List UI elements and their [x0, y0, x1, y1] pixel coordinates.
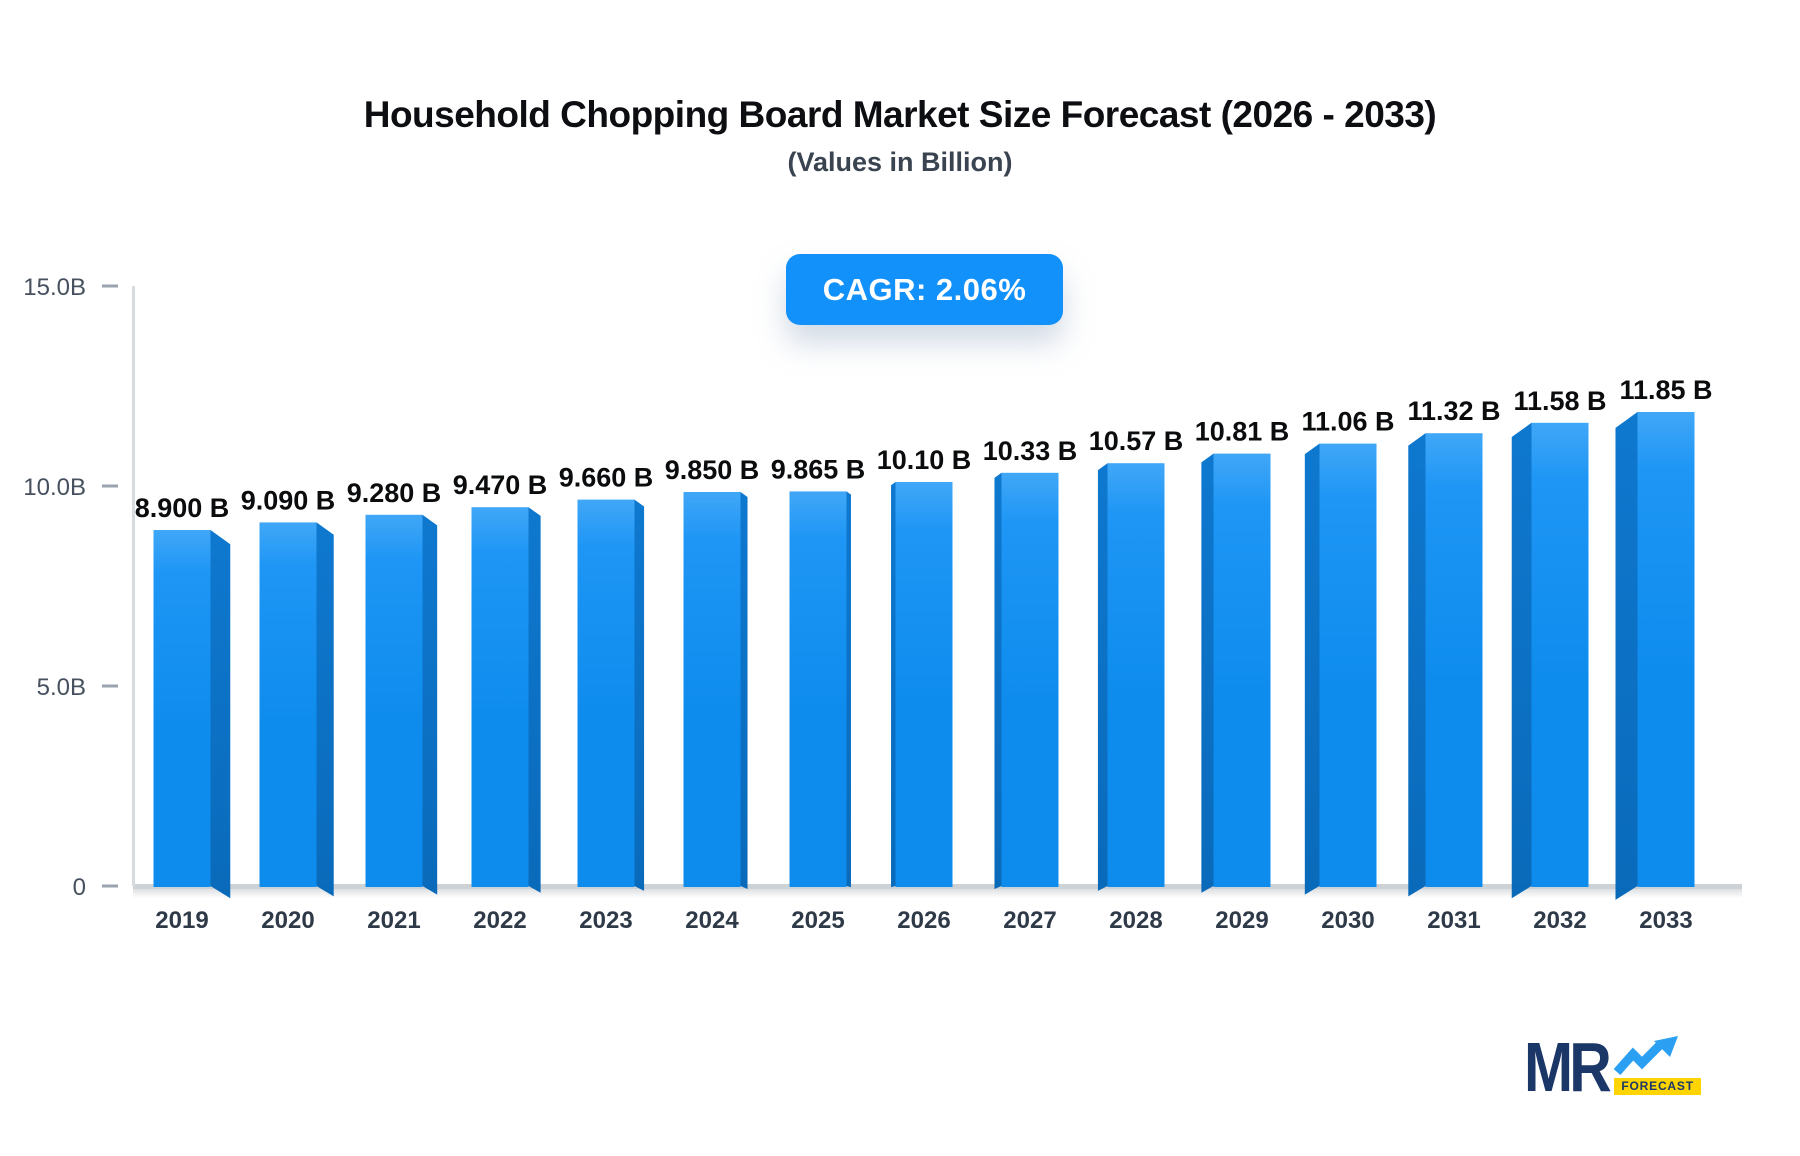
- bar: [891, 482, 953, 888]
- bar: [1097, 463, 1165, 891]
- bar-value-label: 11.06 B: [1301, 407, 1394, 437]
- bar-front-face: [1425, 433, 1483, 887]
- bar-value-label: 9.660 B: [559, 463, 654, 493]
- bar-side-face: [316, 522, 334, 897]
- bar-side-face: [1097, 463, 1108, 891]
- x-axis-label: 2019: [155, 907, 208, 934]
- x-axis-label: 2026: [897, 907, 950, 934]
- bar: [153, 530, 231, 899]
- x-axis-label: 2029: [1215, 907, 1268, 934]
- bar-value-label: 11.32 B: [1407, 396, 1500, 426]
- x-axis-label: 2023: [579, 907, 632, 934]
- cagr-badge: CAGR: 2.06%: [786, 254, 1063, 325]
- bar: [683, 492, 748, 890]
- bar-front-face: [153, 530, 211, 887]
- bar-value-label: 9.850 B: [665, 455, 760, 485]
- bar-value-label: 10.33 B: [983, 436, 1078, 466]
- bar: [1408, 433, 1483, 897]
- bar-side-face: [1511, 422, 1532, 899]
- bar-front-face: [577, 499, 635, 887]
- y-axis-tick-label: 10.0B: [23, 474, 86, 501]
- bar-side-face: [1615, 412, 1638, 900]
- bar: [365, 514, 438, 895]
- baseline-shadow: [133, 889, 1742, 898]
- y-axis-tick-label: 0: [73, 874, 86, 901]
- bar-side-face: [740, 492, 748, 890]
- y-axis-tick-label: 15.0B: [23, 274, 86, 301]
- bar-side-face: [891, 482, 896, 888]
- bar-front-face: [895, 482, 953, 887]
- y-axis-tick-label: 5.0B: [37, 674, 86, 701]
- y-axis-tick: [102, 484, 118, 488]
- chart-title: Household Chopping Board Market Size For…: [363, 94, 1437, 135]
- y-axis-tick: [102, 884, 118, 888]
- x-axis-label: 2020: [261, 907, 314, 934]
- bar-value-label: 11.58 B: [1513, 386, 1606, 416]
- x-axis-label: 2030: [1321, 907, 1374, 934]
- y-axis-tick: [102, 284, 118, 288]
- chart-subtitle: (Values in Billion): [787, 147, 1013, 177]
- bar-front-face: [471, 507, 529, 887]
- x-axis-label: 2024: [685, 907, 739, 934]
- bar-side-face: [1408, 433, 1426, 897]
- x-axis-label: 2031: [1427, 907, 1480, 934]
- bar-side-face: [528, 507, 541, 893]
- bar-value-label: 11.85 B: [1619, 375, 1712, 405]
- bar-side-face: [846, 491, 851, 888]
- bar: [1615, 412, 1695, 900]
- bar-side-face: [210, 530, 231, 899]
- bar-front-face: [683, 492, 741, 887]
- bar-value-label: 10.81 B: [1195, 417, 1290, 447]
- bar-side-face: [634, 499, 645, 891]
- bar: [471, 507, 541, 893]
- bar-side-face: [1304, 443, 1320, 895]
- bar: [259, 522, 334, 897]
- x-axis-label: 2022: [473, 907, 526, 934]
- logo-trend-arrow-icon: [1614, 1036, 1679, 1075]
- bar-value-label: 9.470 B: [453, 470, 548, 500]
- logo-forecast-label: FORECAST: [1614, 1078, 1701, 1095]
- x-axis-label: 2028: [1109, 907, 1162, 934]
- bar-value-label: 9.090 B: [241, 485, 336, 515]
- bar-front-face: [259, 522, 317, 887]
- bar-front-face: [1213, 453, 1271, 887]
- bar: [789, 491, 851, 888]
- x-axis-label: 2032: [1533, 907, 1586, 934]
- bar-front-face: [365, 514, 423, 887]
- cagr-badge-label: CAGR: 2.06%: [822, 271, 1027, 307]
- bar-front-face: [1531, 422, 1589, 887]
- bar: [1511, 422, 1589, 899]
- y-axis-tick: [102, 684, 118, 688]
- x-axis-label: 2027: [1003, 907, 1056, 934]
- bar-front-face: [1001, 472, 1059, 887]
- bar: [577, 499, 645, 891]
- bar-side-face: [994, 472, 1002, 890]
- bar-front-face: [1637, 412, 1695, 887]
- bar-front-face: [1107, 463, 1165, 887]
- logo-brand-text: MR: [1524, 1029, 1612, 1107]
- bar: [994, 472, 1059, 890]
- mr-forecast-logo: MR FORECAST: [1524, 1029, 1701, 1107]
- bar-side-face: [1201, 453, 1214, 893]
- bar-value-label: 9.280 B: [347, 478, 442, 508]
- bar-value-label: 9.865 B: [771, 454, 866, 484]
- bar-side-face: [422, 514, 438, 895]
- x-axis-label: 2033: [1639, 907, 1692, 934]
- y-axis-line: [132, 286, 135, 886]
- bar-value-label: 10.10 B: [877, 445, 972, 475]
- bar-front-face: [789, 491, 847, 887]
- bar: [1201, 453, 1271, 893]
- x-axis-label: 2021: [367, 907, 420, 934]
- x-axis-label: 2025: [791, 907, 844, 934]
- bar-value-label: 10.57 B: [1089, 426, 1184, 456]
- bar-front-face: [1319, 443, 1377, 887]
- bar: [1304, 443, 1377, 895]
- bar-value-label: 8.900 B: [135, 493, 230, 523]
